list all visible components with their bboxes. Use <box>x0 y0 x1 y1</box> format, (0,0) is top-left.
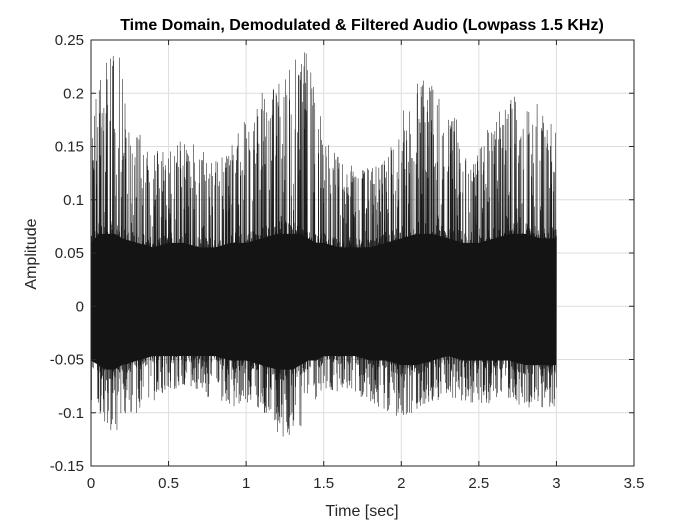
y-tick-label-3: 0 <box>76 298 84 315</box>
signal-trace <box>91 52 557 437</box>
y-tick-label-5: 0.1 <box>63 192 84 209</box>
y-tick-label-0: -0.15 <box>50 458 84 475</box>
y-tick-label-6: 0.15 <box>55 139 84 156</box>
x-tick-label-4: 2 <box>397 475 405 492</box>
y-axis-label: Amplitude <box>23 218 40 289</box>
y-tick-label-7: 0.2 <box>63 85 84 102</box>
signal-core-band <box>91 233 557 370</box>
x-tick-label-0: 0 <box>87 475 95 492</box>
x-tick-label-3: 1.5 <box>313 475 334 492</box>
y-tick-label-2: -0.05 <box>50 352 84 369</box>
ticks: 0 0.5 1 1.5 2 2.5 3 3.5 -0.15 -0.1 -0.05 0 0.05 0.1 0.… <box>50 32 645 492</box>
plot-area: 0 0.5 1 1.5 2 2.5 3 3.5 -0.15 -0.1 -0.05 0 0.05 0.1 0.… <box>50 32 645 492</box>
x-tick-label-5: 2.5 <box>468 475 489 492</box>
y-tick-label-4: 0.05 <box>55 245 84 262</box>
x-axis-label: Time [sec] <box>325 503 398 520</box>
x-tick-label-2: 1 <box>242 475 250 492</box>
y-tick-label-8: 0.25 <box>55 32 84 49</box>
x-tick-label-1: 0.5 <box>158 475 179 492</box>
x-tick-label-7: 3.5 <box>624 475 645 492</box>
x-tick-label-6: 3 <box>552 475 560 492</box>
y-tick-label-1: -0.1 <box>58 405 84 422</box>
chart-title: Time Domain, Demodulated & Filtered Audi… <box>120 17 604 34</box>
